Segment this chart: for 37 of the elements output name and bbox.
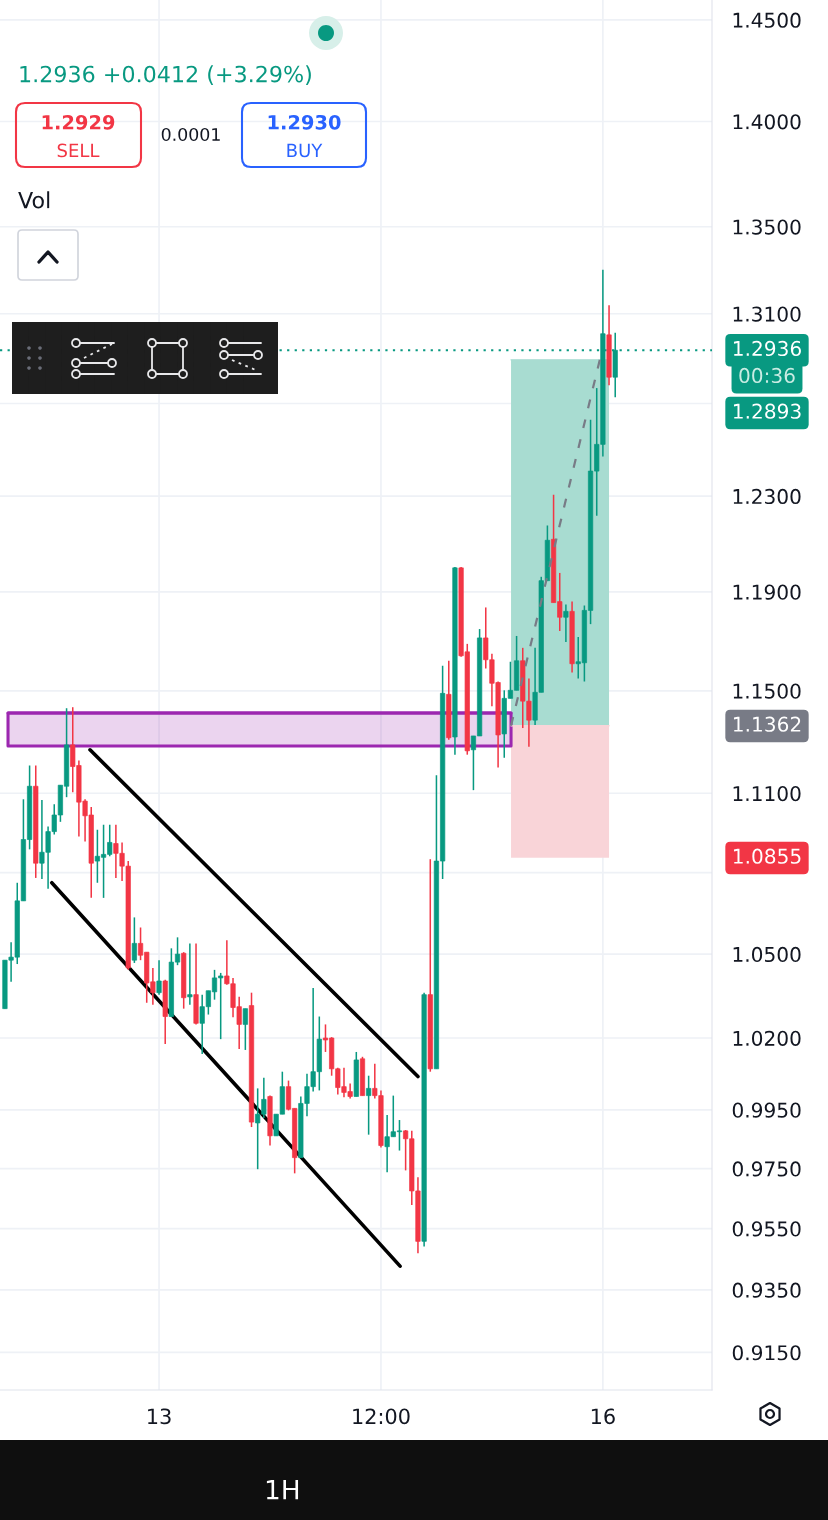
y-tick-label: 1.0500 <box>733 946 801 963</box>
annotation: SELL <box>57 143 100 158</box>
text: 1H <box>266 1480 299 1500</box>
y-tick-label: 0.9150 <box>732 1345 801 1361</box>
y-tick-label: 1.1900 <box>733 584 801 600</box>
y-tick-label: 0.9550 <box>732 1221 801 1237</box>
candlestick <box>187 942 193 1006</box>
annotation: Vol <box>18 191 50 209</box>
y-tick-label: 1.4500 <box>733 12 801 28</box>
candlestick <box>563 603 569 643</box>
candlestick <box>131 916 137 964</box>
text: 1.2936 +0.0412 (+3.29%) <box>20 65 311 86</box>
y-tick-label: 1.1100 <box>733 785 801 802</box>
x-tick-label: 13 <box>148 1408 171 1425</box>
x-tick-label: 12:00 <box>353 1408 410 1425</box>
y-tick-label: 1.2300 <box>733 488 801 505</box>
candlestick <box>366 1074 372 1136</box>
annotation: 1.2929 <box>42 114 115 130</box>
y-tick-label: 1.1500 <box>733 683 801 699</box>
y-tick-label: 0.9950 <box>732 1102 801 1118</box>
text: 1.0855 <box>733 848 801 864</box>
y-tick-label: 0.9350 <box>732 1282 801 1298</box>
y-tick-label: 1.3500 <box>733 219 801 235</box>
ref-line-label: 1.2936 <box>733 340 801 357</box>
x-tick-label: 16 <box>591 1408 615 1425</box>
candlestick <box>156 959 162 996</box>
text: 1.2893 <box>733 403 801 419</box>
annotation: 1.2930 <box>268 114 341 130</box>
annotation: 0.0001 <box>161 127 220 142</box>
annotation: BUY <box>287 143 323 158</box>
text: 00:36 <box>739 367 795 384</box>
y-tick-label: 1.3100 <box>733 306 801 322</box>
y-tick-label: 0.9750 <box>732 1161 801 1177</box>
text: 1.1362 <box>733 716 801 732</box>
y-tick-label: 1.0200 <box>733 1030 801 1046</box>
candlestick <box>242 1007 248 1051</box>
y-tick-label: 1.4000 <box>733 114 801 130</box>
